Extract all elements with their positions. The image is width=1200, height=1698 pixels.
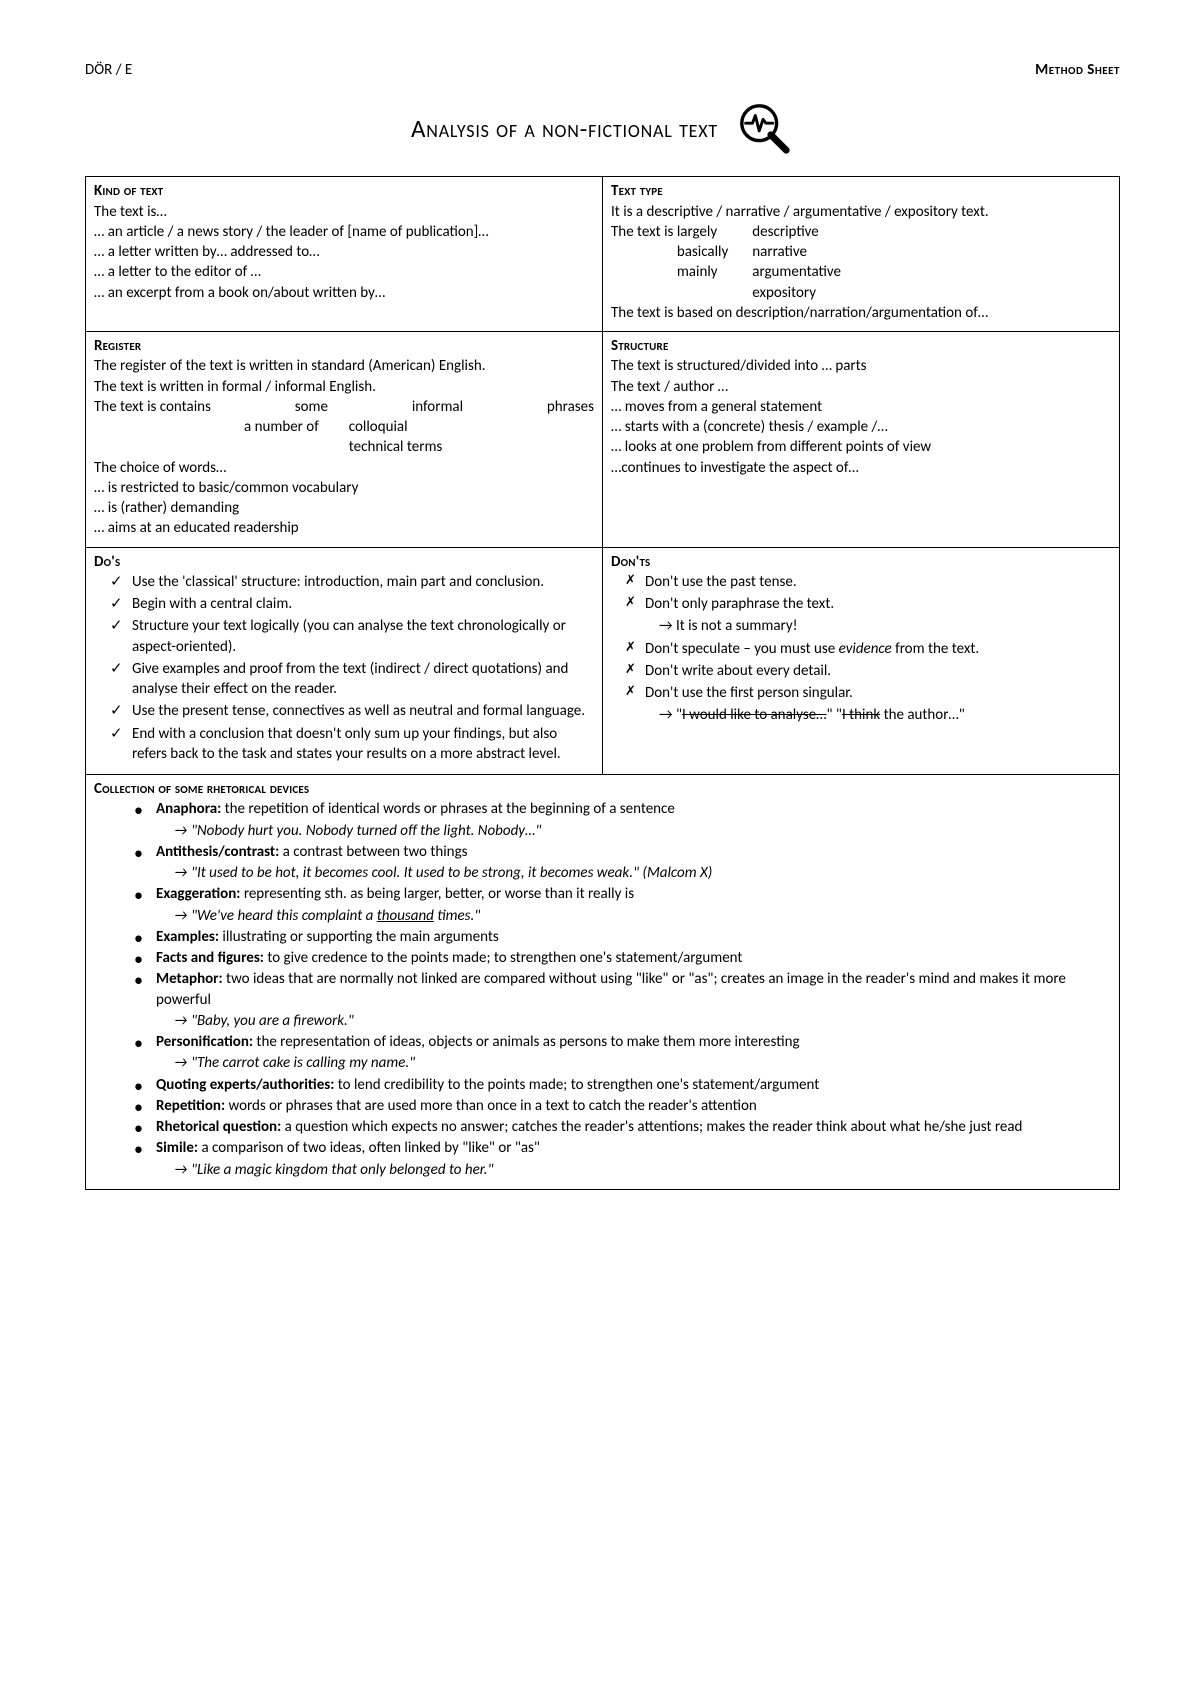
device-example: → "Nobody hurt you. Nobody turned off th… <box>150 821 1111 841</box>
magnifier-heartbeat-icon <box>736 100 794 158</box>
heading-type: Text type <box>611 181 1111 201</box>
donts-item: Don't use the past tense. <box>631 572 1111 592</box>
dos-list: Use the 'classical' structure: introduct… <box>94 572 594 764</box>
dos-item: Give examples and proof from the text (i… <box>114 659 594 700</box>
cell-structure: Structure The text is structured/divided… <box>603 332 1120 548</box>
kind-line: The text is… <box>94 202 594 222</box>
donts-subitem: → It is not a summary! <box>631 616 1111 636</box>
heading-donts: Don'ts <box>611 552 1111 572</box>
device-example: → "Like a magic kingdom that only belong… <box>150 1160 1111 1180</box>
type-col: narrative <box>752 242 865 262</box>
cell-rhetorical-devices: Collection of some rhetorical devices An… <box>86 775 1120 1190</box>
cell-register: Register The register of the text is wri… <box>86 332 603 548</box>
devices-list: Anaphora: the repetition of identical wo… <box>94 799 1111 1180</box>
device-example: → "The carrot cake is calling my name." <box>150 1053 1111 1073</box>
donts-item: Don't write about every detail. <box>631 661 1111 681</box>
kind-line: … a letter to the editor of … <box>94 262 594 282</box>
page-title: Analysis of a non-fictional text <box>411 112 718 146</box>
structure-line: The text / author … <box>611 377 1111 397</box>
device-example: → "We've heard this complaint a thousand… <box>150 906 1111 926</box>
register-line: … is (rather) demanding <box>94 498 594 518</box>
device-item: Rhetorical question: a question which ex… <box>150 1117 1111 1137</box>
title-row: Analysis of a non-fictional text <box>85 100 1120 158</box>
cell-kind-of-text: Kind of text The text is… … an article /… <box>86 177 603 332</box>
device-item: Exaggeration: representing sth. as being… <box>150 884 1111 904</box>
dos-item: Begin with a central claim. <box>114 594 594 614</box>
register-intro-row: The text is contains some informal phras… <box>94 397 594 417</box>
dos-item: End with a conclusion that doesn't only … <box>114 724 594 765</box>
register-line: … aims at an educated readership <box>94 518 594 538</box>
register-col: a number of <box>244 417 349 437</box>
register-line: The register of the text is written in s… <box>94 356 594 376</box>
dos-item: Structure your text logically (you can a… <box>114 616 594 657</box>
donts-list: Don't use the past tense. Don't only par… <box>611 572 1111 726</box>
register-col: informal <box>412 397 463 417</box>
dos-item: Use the present tense, connectives as we… <box>114 701 594 721</box>
page-header: DÖR / E Method Sheet <box>85 60 1120 80</box>
donts-item: Don't use the first person singular. <box>631 683 1111 703</box>
type-col: mainly <box>677 262 752 282</box>
device-item: Personification: the representation of i… <box>150 1032 1111 1052</box>
heading-kind: Kind of text <box>94 181 594 201</box>
type-col <box>677 283 752 303</box>
device-item: Quoting experts/authorities: to lend cre… <box>150 1075 1111 1095</box>
heading-structure: Structure <box>611 336 1111 356</box>
type-col: expository <box>752 283 865 303</box>
register-col: technical terms <box>349 437 473 457</box>
method-grid: Kind of text The text is… … an article /… <box>85 176 1120 1190</box>
cell-text-type: Text type It is a descriptive / narrativ… <box>603 177 1120 332</box>
heading-register: Register <box>94 336 594 356</box>
register-intro: The text is contains <box>94 397 211 417</box>
device-example: → "Baby, you are a firework." <box>150 1011 1111 1031</box>
type-col: largely <box>677 222 752 242</box>
kind-line: … a letter written by… addressed to… <box>94 242 594 262</box>
structure-line: The text is structured/divided into … pa… <box>611 356 1111 376</box>
structure-line: … moves from a general statement <box>611 397 1111 417</box>
cell-donts: Don'ts Don't use the past tense. Don't o… <box>603 547 1120 775</box>
register-line: The choice of words… <box>94 458 594 478</box>
header-right: Method Sheet <box>1035 60 1120 80</box>
type-col: argumentative <box>752 262 865 282</box>
register-col <box>244 437 349 457</box>
device-item: Anaphora: the repetition of identical wo… <box>150 799 1111 819</box>
cell-dos: Do's Use the 'classical' structure: intr… <box>86 547 603 775</box>
device-example: → "It used to be hot, it becomes cool. I… <box>150 863 1111 883</box>
donts-item: Don't speculate – you must use evidence … <box>631 639 1111 659</box>
structure-line: …continues to investigate the aspect of… <box>611 458 1111 478</box>
type-intro-row: The text is largelydescriptive basically… <box>611 222 1111 303</box>
device-item: Antithesis/contrast: a contrast between … <box>150 842 1111 862</box>
type-line: The text is based on description/narrati… <box>611 303 1111 323</box>
device-item: Examples: illustrating or supporting the… <box>150 927 1111 947</box>
header-left: DÖR / E <box>85 60 132 80</box>
device-item: Metaphor: two ideas that are normally no… <box>150 969 1111 1010</box>
register-line: The text is written in formal / informal… <box>94 377 594 397</box>
structure-line: … starts with a (concrete) thesis / exam… <box>611 417 1111 437</box>
donts-item: Don't only paraphrase the text. <box>631 594 1111 614</box>
heading-devices: Collection of some rhetorical devices <box>94 779 1111 799</box>
kind-line: … an article / a news story / the leader… <box>94 222 594 242</box>
register-col: phrases <box>547 397 594 417</box>
register-line: … is restricted to basic/common vocabula… <box>94 478 594 498</box>
type-col: basically <box>677 242 752 262</box>
type-intro: The text is <box>611 223 673 241</box>
kind-line: … an excerpt from a book on/about writte… <box>94 283 594 303</box>
heading-dos: Do's <box>94 552 594 572</box>
donts-subitem: → "I would like to analyse…" "I think th… <box>631 705 1111 725</box>
device-item: Simile: a comparison of two ideas, often… <box>150 1138 1111 1158</box>
dos-item: Use the 'classical' structure: introduct… <box>114 572 594 592</box>
device-item: Facts and figures: to give credence to t… <box>150 948 1111 968</box>
device-item: Repetition: words or phrases that are us… <box>150 1096 1111 1116</box>
type-line: It is a descriptive / narrative / argume… <box>611 202 1111 222</box>
structure-line: … looks at one problem from different po… <box>611 437 1111 457</box>
register-col: colloquial <box>349 417 473 437</box>
register-col: some <box>295 397 328 417</box>
type-col: descriptive <box>752 222 865 242</box>
register-subtable: a number ofcolloquial technical terms <box>244 417 472 458</box>
